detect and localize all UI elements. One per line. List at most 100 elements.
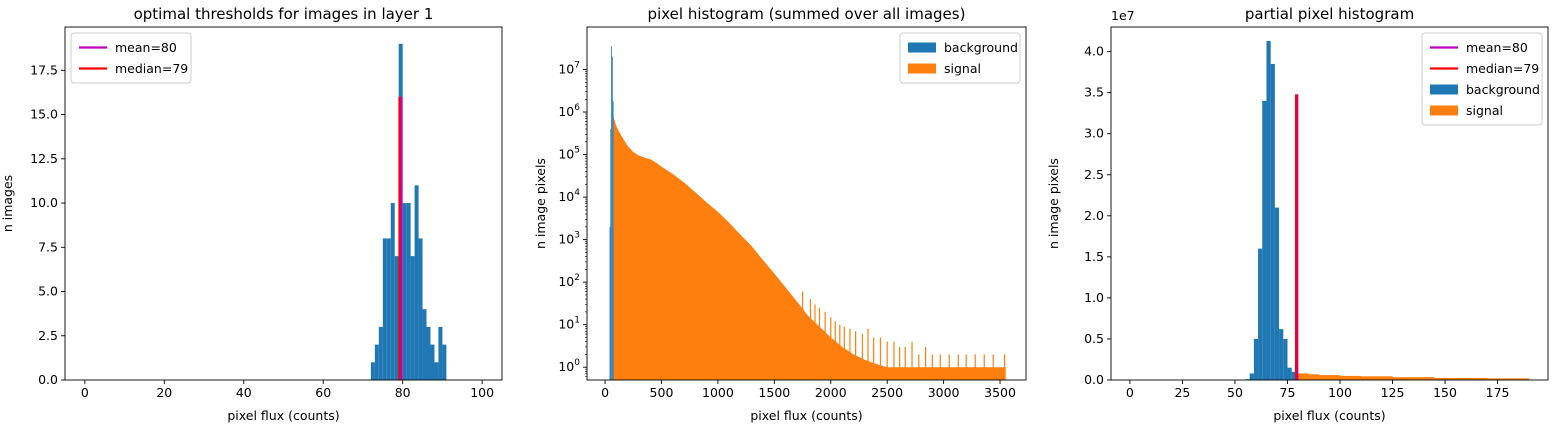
chart-panel-1: 0 20 40 60 80 100 0.0 2.5 5.0 7.5 10.0 12.5 15.0 17.5…: [0, 5, 503, 423]
y-tick-label: 17.5: [30, 62, 58, 77]
histogram-bar: [609, 226, 611, 380]
x-tick-label: 2000: [815, 385, 847, 400]
y-axis-label: n image pixels: [533, 158, 548, 249]
y-tick-exponent: 1: [574, 316, 580, 326]
histogram-bar: [414, 185, 419, 380]
histogram-bar: [434, 362, 439, 380]
x-tick-label: 125: [1381, 385, 1405, 400]
histogram-bar: [1318, 375, 1341, 380]
legend-patch-swatch: [1430, 84, 1458, 95]
y-tick-base: 10: [558, 232, 574, 247]
histogram-bar: [1274, 207, 1280, 380]
histogram-bar: [1253, 338, 1259, 380]
y-tick-label: 101: [558, 316, 580, 332]
y-tick-label: 3.5: [1084, 85, 1104, 100]
y-tick-label: 100: [558, 358, 580, 374]
chart-title: optimal thresholds for images in layer 1: [134, 5, 434, 23]
y-tick-label: 2.5: [38, 328, 58, 343]
x-tick-label: 100: [1328, 385, 1352, 400]
y-tick-label: 0.0: [1084, 372, 1104, 387]
y-tick-label: 105: [558, 146, 580, 162]
x-tick-label: 1000: [702, 385, 734, 400]
y-axis-label: n images: [0, 175, 15, 232]
y-tick-label: 5.0: [38, 284, 58, 299]
histogram-bar: [610, 128, 612, 380]
histogram-bar: [1279, 329, 1284, 380]
legend-box: [1421, 32, 1543, 126]
legend-box: [70, 32, 192, 84]
histogram-bar: [374, 344, 379, 380]
legend-patch-swatch: [908, 42, 936, 53]
chart-panel-3: 0 25 50 75 100 125 150 175 0.0 0.5 1.0 1.5 2.0 2.5 3.0…: [1046, 5, 1549, 423]
legend-label: median=79: [115, 61, 188, 76]
y-tick-label: 103: [558, 231, 580, 247]
y-tick-exponent: 6: [574, 103, 580, 113]
histogram-bar: [1487, 378, 1530, 380]
legend: mean=80 median=79 background signal: [1421, 32, 1543, 126]
chart-title: pixel histogram (summed over all images): [648, 5, 966, 23]
histogram-bar: [438, 326, 443, 380]
y-tick-label: 102: [558, 273, 580, 289]
legend-label: median=79: [1466, 61, 1539, 76]
histogram-bar: [1258, 248, 1263, 380]
y-tick-label: 15.0: [30, 107, 58, 122]
histogram-bar: [386, 238, 391, 380]
x-tick-label: 25: [1174, 385, 1190, 400]
x-axis-label: pixel flux (counts): [1273, 408, 1385, 423]
legend-label: background: [944, 40, 1018, 55]
legend: mean=80 median=79: [70, 32, 192, 84]
histogram-bar: [611, 56, 613, 380]
histogram-bar: [382, 238, 387, 380]
histogram-bar: [1262, 100, 1267, 380]
y-tick-label: 10.0: [30, 195, 58, 210]
histogram-bar: [1434, 377, 1488, 380]
y-tick-label: 107: [558, 61, 580, 77]
y-tick-label: 2.5: [1084, 167, 1104, 182]
x-axis-label: pixel flux (counts): [750, 408, 862, 423]
x-tick-label: 0: [1126, 385, 1134, 400]
x-tick-label: 2500: [871, 385, 903, 400]
histogram-bar: [1392, 377, 1435, 380]
histogram-bar: [370, 362, 375, 380]
y-tick-label: 104: [558, 188, 580, 204]
histogram-bar: [1340, 375, 1362, 380]
histogram-bar: [410, 256, 415, 380]
chart-title: partial pixel histogram: [1245, 5, 1414, 23]
y-tick-exponent: 3: [574, 231, 580, 241]
x-tick-label: 500: [650, 385, 674, 400]
x-tick-label: 1500: [758, 385, 790, 400]
histogram-bar: [1266, 40, 1271, 380]
y-tick-base: 10: [558, 274, 574, 289]
x-tick-label: 20: [156, 385, 172, 400]
histogram-bar: [1291, 371, 1296, 380]
y-tick-label: 0.0: [38, 372, 58, 387]
histogram-bar: [442, 344, 447, 380]
y-tick-base: 10: [558, 104, 574, 119]
histogram-bar: [390, 203, 395, 380]
histogram-bar: [1287, 367, 1292, 380]
y-tick-base: 10: [558, 359, 574, 374]
legend-label: signal: [1466, 103, 1503, 118]
y-tick-label: 12.5: [30, 151, 58, 166]
y-tick-base: 10: [558, 189, 574, 204]
histogram-bar: [612, 101, 614, 380]
y-tick-label: 2.0: [1084, 208, 1104, 223]
histogram-bar: [611, 46, 612, 380]
histogram-bar: [1297, 373, 1309, 380]
histogram-bar: [378, 326, 383, 380]
plot-area: [609, 46, 1006, 380]
x-tick-label: 80: [395, 385, 411, 400]
histogram-bar: [422, 309, 427, 380]
histogram-bar: [1283, 338, 1288, 380]
signal-histogram-area: [613, 116, 1006, 380]
x-tick-label: 0: [81, 385, 89, 400]
x-tick-label: 175: [1486, 385, 1510, 400]
axes-frame: [1110, 26, 1549, 381]
legend-label: background: [1466, 82, 1540, 97]
x-axis-label: pixel flux (counts): [227, 408, 339, 423]
histogram-bar: [1270, 63, 1275, 380]
x-tick-label: 60: [315, 385, 331, 400]
histogram-bar: [406, 203, 411, 380]
